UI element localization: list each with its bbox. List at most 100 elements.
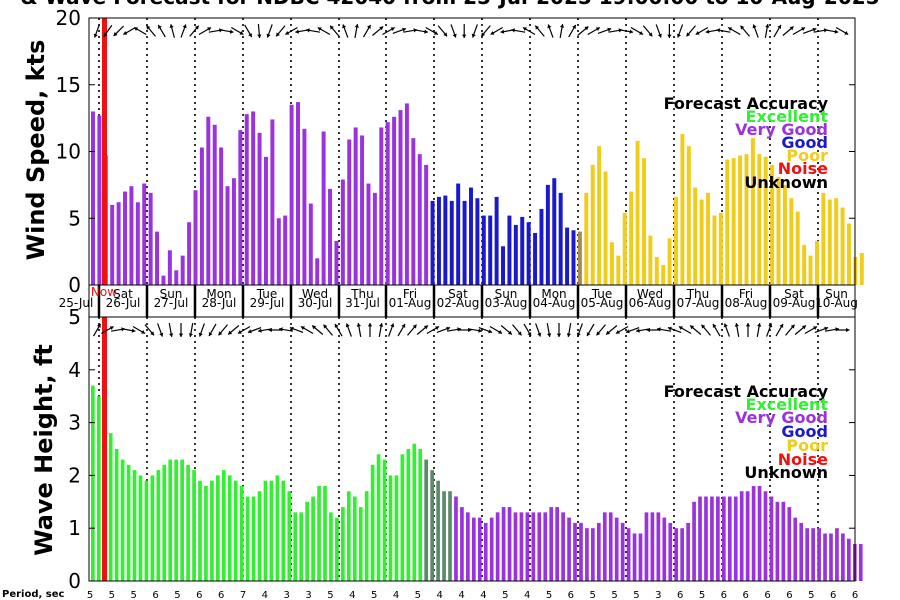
wind-bar	[533, 232, 538, 285]
wind-bar	[712, 215, 717, 285]
day-date-label: 03-Aug	[485, 296, 528, 310]
wave-bar	[430, 470, 434, 581]
wave-bar	[817, 528, 821, 581]
period-value: 7	[240, 590, 246, 600]
direction-arrow-icon	[667, 326, 682, 333]
y-tick-label: 5	[68, 206, 81, 230]
wave-bar	[537, 512, 542, 581]
direction-arrow-icon	[244, 24, 253, 38]
wind-bar	[667, 238, 672, 285]
direction-arrow-icon	[490, 26, 503, 36]
direction-arrow-icon	[121, 328, 136, 333]
direction-arrow-icon	[462, 24, 467, 38]
direction-arrow-icon	[317, 26, 331, 36]
day-name-label: Mon	[206, 287, 231, 301]
period-value: 3	[305, 590, 311, 600]
wave-bar	[364, 491, 369, 581]
wave-bar	[811, 528, 815, 581]
wind-bar	[398, 110, 403, 285]
wave-bar	[394, 475, 399, 581]
wind-bar	[430, 200, 435, 285]
direction-arrow-icon	[546, 323, 552, 337]
period-value: 4	[393, 590, 399, 600]
direction-arrow-icon	[752, 24, 759, 38]
wind-bar	[731, 158, 736, 285]
wave-bar	[739, 491, 744, 581]
wave-bar	[626, 528, 631, 581]
wave-plot-frame	[88, 316, 856, 582]
direction-arrow-icon	[568, 24, 577, 38]
legend-very-good: Very Good	[735, 408, 828, 427]
wind-bar	[283, 215, 288, 285]
day-name-label: Thu	[350, 287, 374, 301]
day-name-label: Wed	[302, 287, 328, 301]
wave-bar	[763, 491, 768, 581]
legend-noise: Noise	[778, 159, 828, 178]
wind-bar	[462, 200, 467, 285]
wind-bar	[680, 134, 685, 285]
wave-bar	[132, 470, 137, 581]
day-date-label: 04-Aug	[533, 296, 576, 310]
wave-height-panel: 0 1 2 3 4 5	[68, 305, 863, 593]
now-label: Now	[91, 285, 117, 299]
wind-bar	[847, 223, 851, 285]
wave-bar	[507, 507, 512, 581]
direction-arrow-icon	[103, 24, 113, 38]
direction-arrow-icon	[619, 29, 634, 34]
day-name-label: Tue	[591, 287, 613, 301]
direction-arrow-icon	[300, 325, 314, 335]
legend-excellent: Excellent	[746, 107, 829, 126]
wave-bar	[424, 459, 429, 581]
day-name-label: Sun	[495, 287, 518, 301]
wind-bar	[571, 230, 576, 285]
direction-arrow-icon	[814, 326, 829, 333]
wind-bar	[443, 195, 448, 285]
wave-bar	[531, 512, 536, 581]
direction-arrow-icon	[500, 325, 513, 335]
direction-arrow-icon	[586, 323, 595, 337]
direction-arrow-icon	[605, 325, 618, 335]
direction-arrow-icon	[392, 27, 407, 34]
wave-bar	[858, 544, 863, 581]
day-date-label: 10-Aug	[815, 296, 858, 310]
wind-bar	[526, 222, 531, 285]
wave-bar	[477, 517, 482, 581]
wind-bar	[347, 139, 352, 285]
wind-bar	[552, 178, 557, 285]
wave-bar	[245, 496, 250, 581]
direction-arrow-icon	[678, 325, 692, 335]
direction-arrow-icon	[388, 323, 395, 337]
wind-bar	[776, 176, 781, 285]
period-value: 3	[284, 590, 290, 600]
legend-noise: Noise	[778, 450, 828, 469]
wave-bar	[525, 512, 530, 581]
period-value: 5	[371, 590, 377, 600]
direction-arrow-icon	[701, 324, 711, 336]
wave-bar	[454, 496, 458, 581]
wave-bar	[775, 501, 780, 581]
wind-bar	[251, 111, 256, 285]
direction-arrow-icon	[489, 325, 503, 335]
wind-bar	[334, 240, 339, 285]
wind-bar	[757, 154, 762, 285]
period-value: 5	[109, 590, 115, 600]
direction-arrow-icon	[198, 26, 212, 36]
wind-bar	[821, 192, 826, 285]
wind-bar	[315, 258, 320, 285]
legend-unknown: Unknown	[744, 463, 828, 482]
wave-bar	[293, 512, 298, 581]
direction-arrow-icon	[734, 323, 740, 337]
direction-arrow-icon	[345, 323, 352, 337]
wave-bar	[317, 485, 321, 581]
direction-arrow-icon	[764, 24, 770, 38]
day-date-label: 01-Aug	[389, 296, 432, 310]
direction-arrow-icon	[133, 26, 147, 36]
wind-bar	[597, 146, 602, 285]
legend-title: Forecast Accuracy	[664, 94, 829, 113]
wave-bar	[757, 485, 762, 581]
wind-bar	[129, 186, 134, 285]
period-value: 4	[262, 590, 268, 600]
wave-bar	[579, 522, 583, 581]
direction-arrow-icon	[329, 25, 340, 37]
direction-arrow-icon	[93, 24, 100, 38]
